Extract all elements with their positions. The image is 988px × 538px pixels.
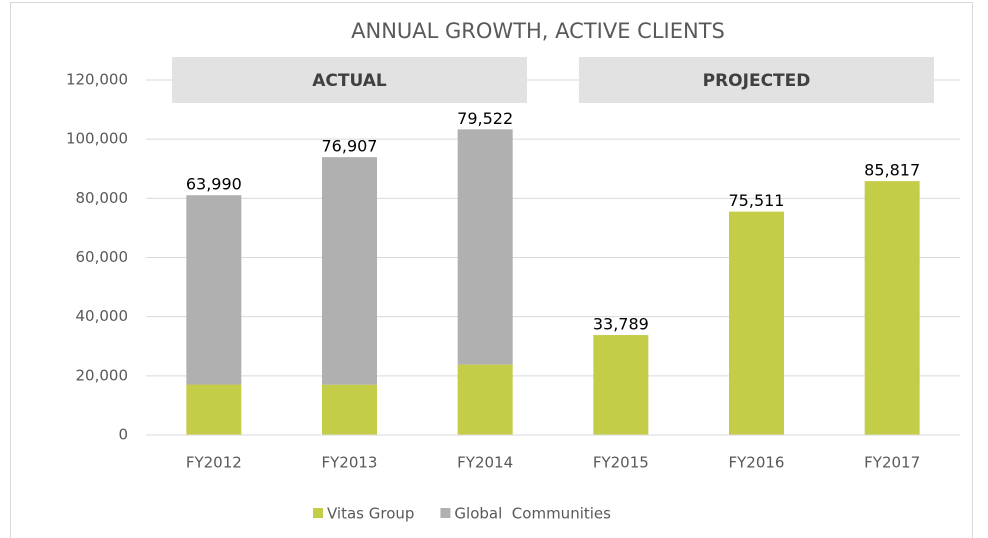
x-tick-label: FY2012 [186, 454, 242, 472]
data-label: 79,522 [457, 109, 513, 128]
legend-label: Vitas Group [327, 505, 414, 523]
y-tick-label: 0 [118, 426, 128, 444]
annotation: PROJECTED [703, 71, 811, 91]
data-label: 63,990 [186, 175, 242, 194]
x-tick-label: FY2016 [729, 454, 785, 472]
y-tick-label: 120,000 [66, 71, 128, 89]
annotation-box [579, 57, 934, 103]
y-tick-label: 60,000 [76, 248, 129, 266]
x-tick-label: FY2015 [593, 454, 649, 472]
bar-segment [186, 384, 242, 435]
y-tick-label: 20,000 [76, 366, 129, 384]
bar-segment [186, 195, 242, 385]
x-tick-label: FY2014 [457, 454, 513, 472]
bar-segment [322, 157, 377, 385]
bar-segment [729, 211, 784, 435]
chart-border [10, 2, 973, 538]
y-tick-label: 80,000 [76, 189, 129, 207]
bar-segment [457, 129, 513, 365]
annotation-box [172, 57, 527, 103]
bar-segment [457, 364, 513, 435]
legend-label: Global Communities [454, 505, 611, 523]
annotation: ACTUAL [312, 71, 387, 91]
data-label: 75,511 [729, 191, 785, 210]
bar-segment [593, 335, 649, 435]
y-tick-label: 40,000 [76, 307, 129, 325]
data-label: 85,817 [864, 161, 920, 180]
x-tick-label: FY2017 [864, 454, 920, 472]
chart-title: ANNUAL GROWTH, ACTIVE CLIENTS [351, 19, 725, 43]
legend-swatch [440, 508, 451, 518]
legend-swatch [313, 508, 323, 518]
data-label: 33,789 [593, 315, 649, 334]
x-tick-label: FY2013 [322, 454, 378, 472]
bar-segment [322, 384, 377, 435]
y-tick-label: 100,000 [66, 130, 128, 148]
bar-segment [864, 181, 920, 435]
data-label: 76,907 [322, 137, 378, 156]
